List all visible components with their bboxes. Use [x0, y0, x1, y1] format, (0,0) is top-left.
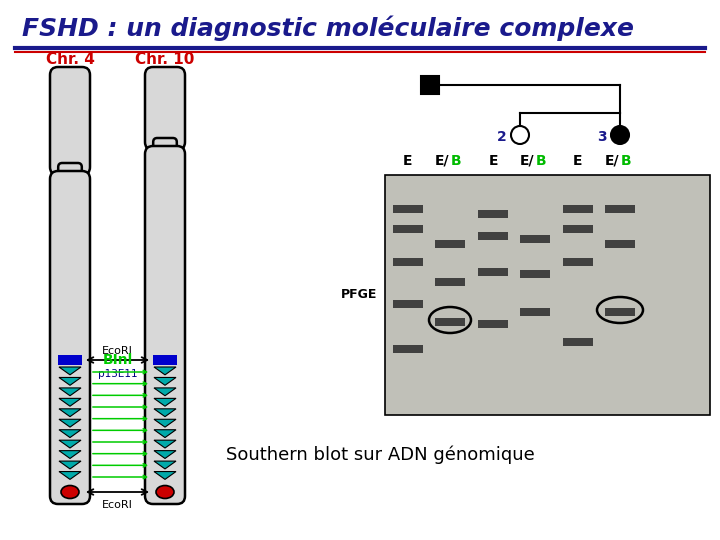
Bar — [435, 240, 465, 248]
Text: EcoRI: EcoRI — [102, 500, 133, 510]
Polygon shape — [59, 367, 81, 375]
Text: EcoRI: EcoRI — [102, 346, 133, 356]
Polygon shape — [59, 461, 81, 469]
Polygon shape — [154, 377, 176, 386]
Bar — [520, 235, 550, 243]
Bar — [421, 76, 439, 94]
Text: B: B — [621, 154, 631, 168]
FancyBboxPatch shape — [153, 138, 177, 162]
FancyBboxPatch shape — [145, 67, 185, 150]
Text: B: B — [536, 154, 546, 168]
Polygon shape — [154, 409, 176, 417]
Bar — [393, 258, 423, 266]
Ellipse shape — [511, 126, 529, 144]
Text: Chr. 4: Chr. 4 — [45, 52, 94, 67]
Ellipse shape — [61, 485, 79, 498]
Bar — [563, 205, 593, 213]
Bar — [563, 258, 593, 266]
Bar — [563, 338, 593, 346]
FancyBboxPatch shape — [50, 67, 90, 175]
FancyBboxPatch shape — [58, 163, 82, 187]
Text: 2: 2 — [497, 130, 507, 144]
Polygon shape — [59, 388, 81, 396]
Bar — [435, 318, 465, 326]
Text: Southern blot sur ADN génomique: Southern blot sur ADN génomique — [225, 446, 534, 464]
Bar — [605, 240, 635, 248]
Polygon shape — [154, 440, 176, 448]
Text: Chr. 10: Chr. 10 — [135, 52, 194, 67]
Polygon shape — [154, 430, 176, 437]
Polygon shape — [59, 409, 81, 417]
FancyBboxPatch shape — [145, 146, 185, 504]
Bar — [478, 268, 508, 276]
Text: E/: E/ — [519, 154, 534, 168]
Polygon shape — [154, 388, 176, 396]
Polygon shape — [59, 377, 81, 386]
Ellipse shape — [156, 485, 174, 498]
Text: E: E — [573, 154, 582, 168]
Bar — [393, 300, 423, 308]
Text: E/: E/ — [604, 154, 619, 168]
Text: B: B — [451, 154, 462, 168]
Bar — [605, 205, 635, 213]
Polygon shape — [59, 399, 81, 406]
Bar — [563, 225, 593, 233]
Polygon shape — [154, 367, 176, 375]
Bar — [153, 355, 177, 365]
Polygon shape — [154, 461, 176, 469]
FancyBboxPatch shape — [50, 171, 90, 504]
Text: p13E11: p13E11 — [98, 369, 138, 379]
Polygon shape — [59, 451, 81, 458]
Polygon shape — [154, 451, 176, 458]
Text: E: E — [403, 154, 413, 168]
Bar — [393, 225, 423, 233]
Polygon shape — [59, 419, 81, 427]
Polygon shape — [154, 471, 176, 480]
Text: E/: E/ — [434, 154, 449, 168]
Bar — [520, 270, 550, 278]
Text: BInl: BInl — [102, 353, 132, 367]
Text: PFGE: PFGE — [341, 288, 377, 301]
Bar — [393, 345, 423, 353]
Polygon shape — [154, 399, 176, 406]
Ellipse shape — [611, 126, 629, 144]
Text: 3: 3 — [597, 130, 607, 144]
Text: FSHD : un diagnostic moléculaire complexe: FSHD : un diagnostic moléculaire complex… — [22, 15, 634, 40]
Bar — [393, 205, 423, 213]
Bar — [520, 308, 550, 316]
Polygon shape — [59, 440, 81, 448]
Bar — [385, 175, 710, 415]
Bar — [605, 308, 635, 316]
Polygon shape — [59, 430, 81, 437]
Polygon shape — [59, 471, 81, 480]
Bar — [478, 232, 508, 240]
Bar — [435, 278, 465, 286]
Bar — [478, 320, 508, 328]
Polygon shape — [154, 419, 176, 427]
Text: E: E — [488, 154, 498, 168]
Bar — [478, 210, 508, 218]
Bar — [58, 355, 82, 365]
